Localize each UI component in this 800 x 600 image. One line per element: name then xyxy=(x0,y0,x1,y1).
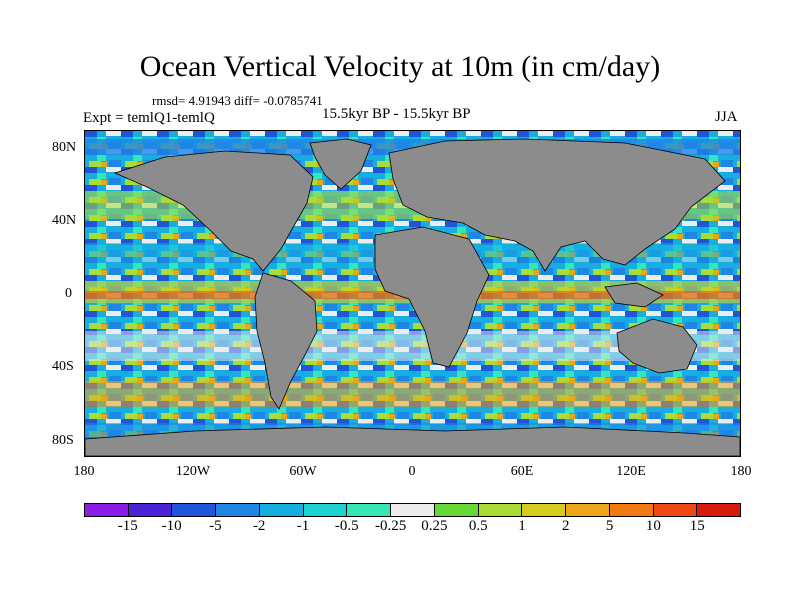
colorbar-label: 1 xyxy=(518,518,526,534)
colorbar-label: 15 xyxy=(689,518,705,534)
lon-tick-120e: 120E xyxy=(616,464,646,479)
colorbar-box xyxy=(609,504,654,516)
colorbar-label: 0.25 xyxy=(421,518,448,534)
lon-tick-180w: 180 xyxy=(73,464,95,479)
colorbar-box xyxy=(216,504,260,516)
colorbar-label: 5 xyxy=(605,518,614,534)
colorbar-label: 10 xyxy=(645,518,661,534)
period-label: 15.5kyr BP - 15.5kyr BP xyxy=(322,106,471,122)
lon-tick-180e: 180 xyxy=(730,464,752,479)
eurasia xyxy=(388,138,726,272)
colorbar-label: -10 xyxy=(161,518,182,534)
land-masses xyxy=(85,138,740,456)
maritime-continent xyxy=(604,282,664,308)
experiment-label: Expt = temlQ1-temlQ xyxy=(83,110,215,126)
colorbar xyxy=(84,503,741,517)
lat-tick-80n: 80N xyxy=(52,140,77,155)
colorbar-label: -15 xyxy=(117,518,138,534)
lat-tick-40s: 40S xyxy=(52,359,74,374)
colorbar-label: -2 xyxy=(252,518,266,534)
colorbar-box xyxy=(172,504,217,516)
colorbar-box xyxy=(303,504,348,516)
colorbar-label: 2 xyxy=(562,518,570,534)
map-panel xyxy=(84,130,741,457)
colorbar-box xyxy=(653,504,698,516)
antarctica xyxy=(85,426,740,456)
australia xyxy=(616,318,698,374)
colorbar-label: -5 xyxy=(209,518,222,534)
lat-tick-40n: 40N xyxy=(52,213,77,228)
lat-tick-80s: 80S xyxy=(52,433,74,448)
colorbar-label: -0.25 xyxy=(374,518,407,534)
lon-tick-60w: 60W xyxy=(289,464,317,479)
colorbar-box xyxy=(259,504,304,516)
colorbar-label: -0.5 xyxy=(334,518,359,534)
lat-tick-0: 0 xyxy=(65,286,72,301)
colorbar-box xyxy=(522,504,567,516)
colorbar-box xyxy=(566,504,610,516)
colorbar-box xyxy=(347,504,392,516)
map-title: Ocean Vertical Velocity at 10m (in cm/da… xyxy=(139,50,661,83)
lon-tick-120w: 120W xyxy=(175,464,211,479)
colorbar-label: 0.5 xyxy=(468,518,488,534)
colorbar-box xyxy=(85,504,129,516)
colorbar-box xyxy=(391,504,435,516)
colorbar-label: -1 xyxy=(296,518,310,534)
colorbar-box xyxy=(697,504,741,516)
southern-ocean-band xyxy=(85,381,740,407)
colorbar-box xyxy=(478,504,523,516)
africa xyxy=(374,226,490,368)
colorbar-box xyxy=(434,504,479,516)
colorbar-box xyxy=(128,504,173,516)
season-label: JJA xyxy=(715,109,738,125)
south-america xyxy=(254,272,318,410)
ocean-velocity-map xyxy=(85,131,740,456)
greenland xyxy=(309,138,372,190)
rmsd-diff-stats: rmsd= 4.91943 diff= -0.0785741 xyxy=(152,93,323,108)
north-america xyxy=(113,150,314,272)
lon-tick-60e: 60E xyxy=(510,464,534,479)
lon-tick-0: 0 xyxy=(408,464,416,479)
